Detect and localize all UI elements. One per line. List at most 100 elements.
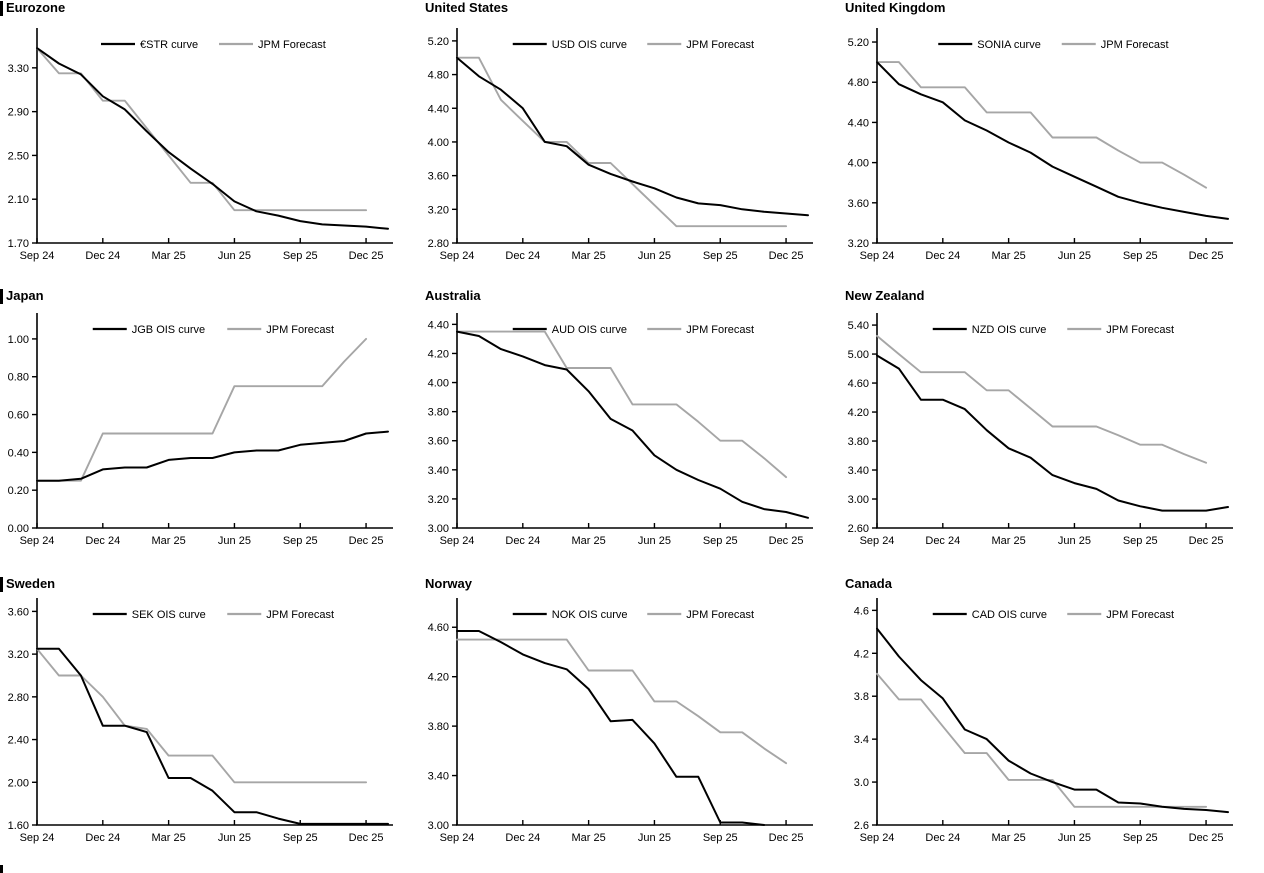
y-tick-label: 3.60 — [428, 171, 449, 183]
section-bar — [0, 289, 3, 304]
series-line-main — [876, 354, 1229, 512]
legend-label-forecast: JPM Forecast — [1101, 39, 1169, 51]
chart-title-norway: Norway — [425, 576, 472, 591]
plot-canada: 2.6 3.0 3.4 3.8 4.2 4.6 Sep 24 Dec 24 Mar 25 Jun … — [854, 598, 1233, 844]
legend-label-forecast: JPM Forecast — [686, 324, 754, 336]
x-tick-label: Sep 25 — [283, 832, 318, 844]
x-tick-label: Dec 24 — [505, 535, 540, 547]
y-tick-label: 3.00 — [428, 820, 449, 832]
legend-label-main: €STR curve — [140, 39, 198, 51]
plot-new-zealand: 2.60 3.00 3.40 3.80 4.20 4.60 5.00 5.40 Sep 24 De… — [848, 313, 1233, 547]
chart-header: Australia — [420, 285, 840, 305]
x-tick-label: Sep 24 — [20, 250, 55, 262]
legend-label-main: JGB OIS curve — [132, 324, 205, 336]
x-tick-label: Sep 25 — [1123, 250, 1158, 262]
y-tick-label: 2.10 — [8, 194, 29, 206]
legend-label-forecast: JPM Forecast — [686, 609, 754, 621]
y-tick-label: 3.20 — [848, 238, 869, 250]
y-tick-label: 0.20 — [8, 485, 29, 497]
series-line-forecast — [36, 337, 368, 482]
y-tick-label: 0.40 — [8, 447, 29, 459]
legend-label-main: NZD OIS curve — [972, 324, 1047, 336]
chart-header: Canada — [840, 570, 1264, 591]
y-tick-label: 1.60 — [8, 820, 29, 832]
legend-label-main: SEK OIS curve — [132, 609, 206, 621]
series-line-main — [876, 61, 1229, 220]
x-tick-label: Sep 25 — [1123, 832, 1158, 844]
legend-label-main: NOK OIS curve — [552, 609, 628, 621]
x-tick-label: Jun 25 — [218, 832, 251, 844]
legend-label-main: AUD OIS curve — [552, 324, 627, 336]
chart-title-eurozone: Eurozone — [6, 0, 66, 15]
x-tick-label: Dec 25 — [349, 535, 384, 547]
x-tick-label: Dec 24 — [925, 250, 960, 262]
series-line-main — [456, 330, 809, 519]
chart-title-japan: Japan — [6, 288, 44, 303]
y-tick-label: 3.20 — [8, 649, 29, 661]
y-tick-label: 0.00 — [8, 523, 29, 535]
y-tick-label: 3.40 — [428, 771, 449, 783]
y-tick-label: 3.80 — [848, 436, 869, 448]
plot-australia: 3.00 3.20 3.40 3.60 3.80 4.00 4.20 4.40 Sep 24 De… — [428, 313, 813, 547]
y-tick-label: 1.00 — [8, 334, 29, 346]
x-tick-label: Dec 24 — [925, 535, 960, 547]
y-tick-label: 3.30 — [8, 63, 29, 75]
series-line-forecast — [876, 672, 1208, 808]
x-tick-label: Dec 24 — [85, 535, 120, 547]
y-tick-label: 4.40 — [848, 117, 869, 129]
plot-united-kingdom: 3.20 3.60 4.00 4.40 4.80 5.20 Sep 24 Dec 24 Mar … — [848, 28, 1233, 262]
chart-cell-eurozone: Eurozone 1.70 2.10 2.50 2.90 3.30 Sep 24 Dec 2… — [0, 0, 420, 285]
plot-eurozone: 1.70 2.10 2.50 2.90 3.30 Sep 24 Dec 24 Mar 25 Ju… — [8, 28, 393, 262]
x-tick-label: Mar 25 — [572, 832, 606, 844]
plot-sweden: 1.60 2.00 2.40 2.80 3.20 3.60 Sep 24 Dec 24 Mar … — [8, 598, 393, 844]
series-line-forecast — [36, 47, 368, 212]
y-tick-label: 4.20 — [428, 348, 449, 360]
y-tick-label: 4.60 — [848, 378, 869, 390]
x-tick-label: Sep 24 — [440, 535, 475, 547]
chart-cell-united-states: United States 2.80 3.20 3.60 4.00 4.40 4.80 5.… — [420, 0, 840, 285]
y-tick-label: 3.60 — [428, 436, 449, 448]
chart-header: Sweden — [0, 570, 420, 592]
chart-cell-united-kingdom: United Kingdom 3.20 3.60 4.00 4.40 4.80 5.20 S… — [840, 0, 1264, 285]
series-line-main — [456, 56, 809, 217]
plot-norway: 3.00 3.40 3.80 4.20 4.60 Sep 24 Dec 24 Mar 25 Ju… — [428, 598, 813, 844]
y-tick-label: 3.8 — [854, 691, 869, 703]
x-tick-label: Jun 25 — [638, 832, 671, 844]
y-tick-label: 4.20 — [848, 407, 869, 419]
x-tick-label: Sep 25 — [703, 250, 738, 262]
chart-cell-canada: Canada 2.6 3.0 3.4 3.8 4.2 4.6 Sep 24 Dec 24 Mar… — [840, 570, 1264, 873]
x-tick-label: Jun 25 — [1058, 250, 1091, 262]
y-tick-label: 2.80 — [428, 238, 449, 250]
x-tick-label: Dec 24 — [85, 250, 120, 262]
x-tick-label: Mar 25 — [152, 250, 186, 262]
x-tick-label: Sep 25 — [1123, 535, 1158, 547]
y-tick-label: 4.80 — [428, 70, 449, 82]
x-tick-label: Mar 25 — [152, 832, 186, 844]
y-tick-label: 3.40 — [428, 465, 449, 477]
y-tick-label: 0.80 — [8, 372, 29, 384]
chart-title-united-kingdom: United Kingdom — [845, 0, 946, 15]
plot-united-states: 2.80 3.20 3.60 4.00 4.40 4.80 5.20 Sep 24 Dec 24… — [428, 28, 813, 262]
y-tick-label: 2.50 — [8, 150, 29, 162]
x-tick-label: Sep 24 — [20, 535, 55, 547]
chart-header: New Zealand — [840, 285, 1264, 305]
x-tick-label: Mar 25 — [572, 250, 606, 262]
chart-header: United States — [420, 0, 840, 20]
legend-label-forecast: JPM Forecast — [266, 609, 334, 621]
x-tick-label: Sep 24 — [860, 250, 895, 262]
legend-label-forecast: JPM Forecast — [1106, 609, 1174, 621]
chart-title-canada: Canada — [845, 576, 892, 591]
series-line-forecast — [36, 647, 368, 784]
x-tick-label: Jun 25 — [638, 535, 671, 547]
x-tick-label: Sep 25 — [283, 250, 318, 262]
x-tick-label: Sep 24 — [860, 535, 895, 547]
y-tick-label: 3.80 — [428, 407, 449, 419]
chart-title-united-states: United States — [425, 0, 509, 15]
y-tick-label: 4.40 — [428, 319, 449, 331]
y-tick-label: 4.80 — [848, 77, 869, 89]
x-tick-label: Dec 24 — [85, 832, 120, 844]
y-tick-label: 2.80 — [8, 692, 29, 704]
x-tick-label: Sep 24 — [440, 250, 475, 262]
y-tick-label: 4.00 — [848, 158, 869, 170]
